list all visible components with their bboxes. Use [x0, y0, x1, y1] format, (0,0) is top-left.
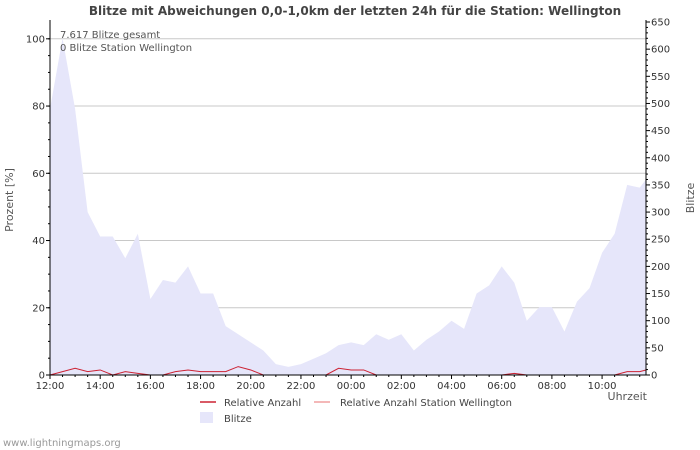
y-right-tick-label: 350	[651, 180, 670, 191]
y-left-tick-label: 20	[32, 303, 45, 314]
y-right-tick-label: 400	[651, 153, 670, 164]
legend-label-relative-anzahl-station: Relative Anzahl Station Wellington	[340, 398, 512, 409]
legend-label-blitze: Blitze	[224, 414, 252, 425]
y-axis-left: 0 20 40 60 80 100	[26, 34, 50, 382]
x-tick-label: 02:00	[387, 381, 416, 392]
legend: Relative Anzahl Relative Anzahl Station …	[200, 398, 512, 425]
x-tick-label: 06:00	[487, 381, 516, 392]
y-left-tick-label: 40	[32, 236, 45, 247]
y-left-tick-label: 0	[39, 371, 45, 382]
y-right-tick-label: 300	[651, 208, 670, 219]
x-tick-label: 10:00	[588, 381, 617, 392]
y-right-tick-label: 550	[651, 72, 670, 83]
y-right-tick-label: 200	[651, 262, 670, 273]
y-right-tick-label: 650	[651, 18, 670, 29]
y-right-tick-label: 150	[651, 289, 670, 300]
y-left-tick-label: 80	[32, 102, 45, 113]
y-axis-right-label: Blitze	[684, 183, 697, 214]
x-tick-label: 16:00	[136, 381, 165, 392]
x-tick-label: 20:00	[236, 381, 265, 392]
x-tick-label: 14:00	[86, 381, 115, 392]
footer-credit: www.lightningmaps.org	[3, 438, 121, 449]
blitze-area-layer	[50, 38, 646, 376]
annotation-total: 7.617 Blitze gesamt	[60, 30, 160, 41]
y-right-tick-label: 50	[651, 343, 664, 354]
y-right-tick-label: 600	[651, 45, 670, 56]
x-tick-label: 12:00	[36, 381, 65, 392]
y-axis-right: 0 50 100 150 200 250 300 350 400 450 500 550 600 650	[646, 18, 670, 382]
plot-frame	[49, 20, 647, 376]
chart-title: Blitze mit Abweichungen 0,0-1,0km der le…	[89, 4, 621, 18]
legend-label-relative-anzahl: Relative Anzahl	[224, 398, 301, 409]
y-right-tick-label: 500	[651, 99, 670, 110]
x-tick-label: 08:00	[537, 381, 566, 392]
x-axis-label: Uhrzeit	[608, 390, 648, 403]
y-left-tick-label: 100	[26, 34, 45, 45]
y-left-tick-label: 60	[32, 169, 45, 180]
annotation-station: 0 Blitze Station Wellington	[60, 43, 192, 54]
x-tick-label: 22:00	[287, 381, 316, 392]
y-right-tick-label: 100	[651, 316, 670, 327]
x-axis: 12:00 14:00 16:00 18:00 20:00 22:00 00:00 02:00…	[36, 375, 641, 392]
legend-swatch-blitze	[200, 412, 213, 423]
y-right-tick-label: 450	[651, 126, 670, 137]
x-tick-label: 18:00	[186, 381, 215, 392]
y-right-tick-label: 250	[651, 235, 670, 246]
y-right-tick-label: 0	[651, 371, 657, 382]
x-tick-label: 04:00	[437, 381, 466, 392]
blitze-area	[50, 38, 646, 376]
y-axis-left-label: Prozent [%]	[3, 168, 16, 232]
x-tick-label: 00:00	[337, 381, 366, 392]
